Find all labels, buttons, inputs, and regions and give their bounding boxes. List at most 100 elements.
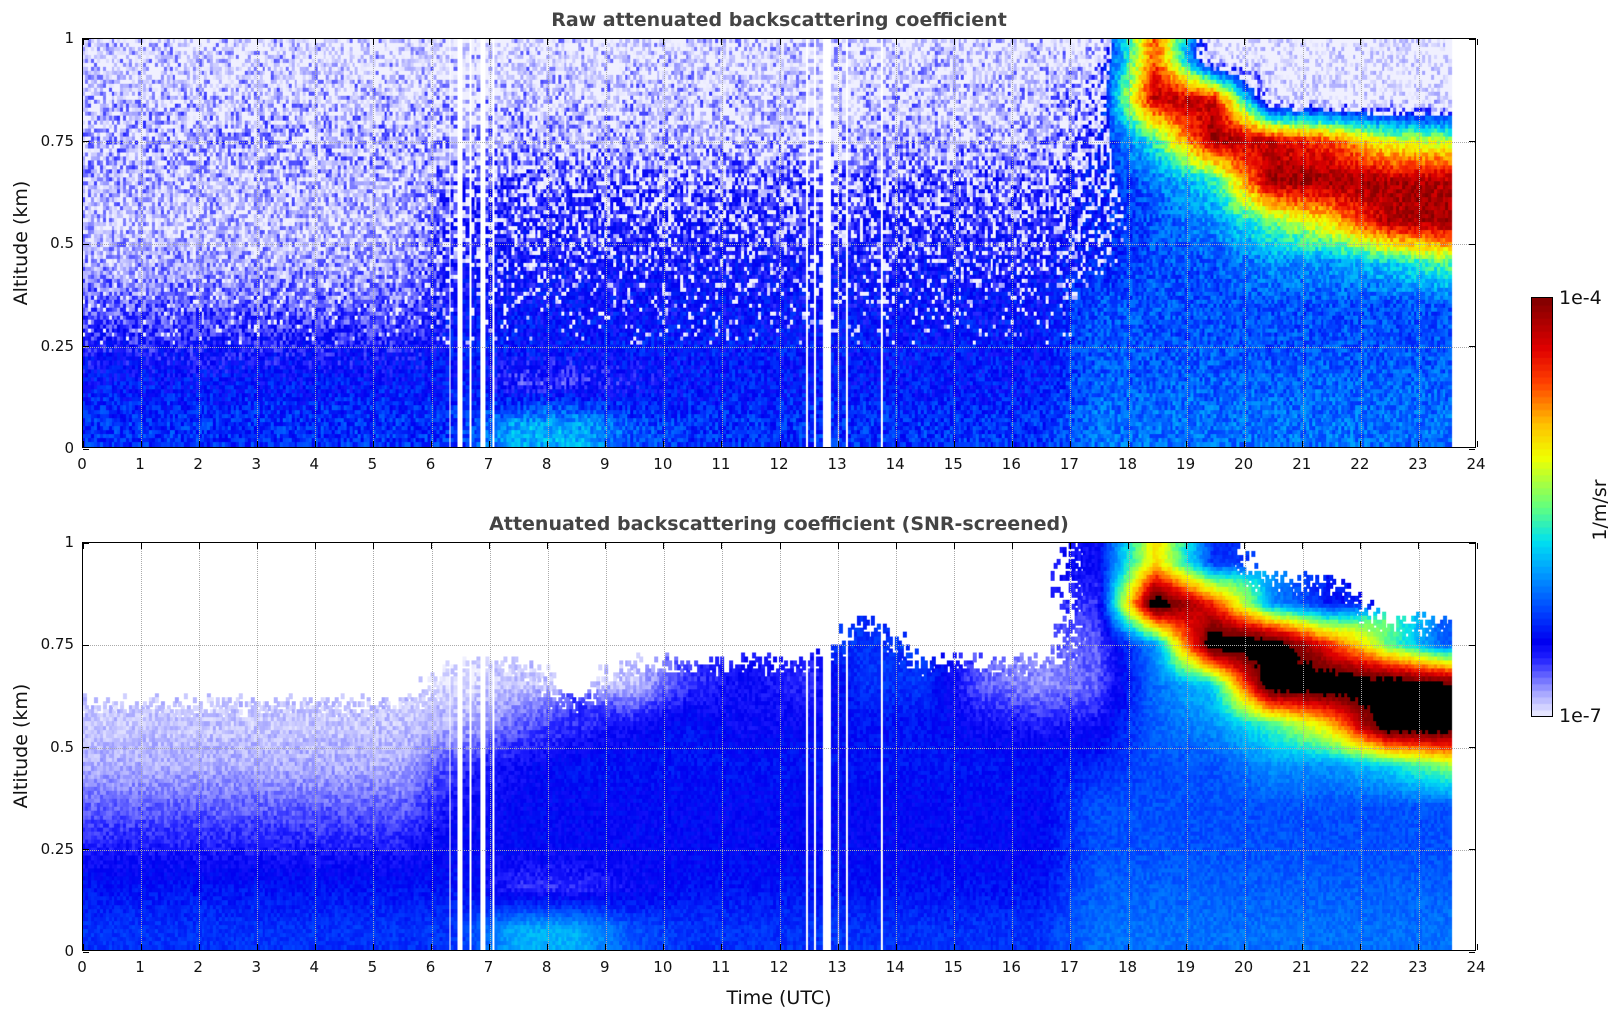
- x-tick-mark: [198, 944, 200, 950]
- gridline-x: [1244, 39, 1246, 447]
- x-tick-mark: [82, 441, 84, 447]
- x-tick-label: 8: [541, 958, 552, 976]
- x-tick-mark: [1360, 441, 1362, 447]
- x-tick-mark: [837, 441, 839, 447]
- x-tick-mark: [314, 441, 316, 447]
- gridline-x: [141, 543, 143, 950]
- x-tick-mark: [314, 543, 316, 549]
- x-tick-label: 9: [599, 958, 610, 976]
- gridline-x: [1360, 39, 1362, 447]
- x-tick-label: 20: [1234, 455, 1254, 473]
- x-tick-label: 6: [425, 455, 436, 473]
- gridline-x: [780, 543, 781, 950]
- x-tick-mark: [663, 944, 665, 950]
- x-tick-mark: [1128, 441, 1129, 447]
- x-tick-mark: [372, 944, 374, 950]
- y-tick-mark: [83, 346, 89, 347]
- x-tick-label: 7: [483, 455, 494, 473]
- x-tick-mark: [547, 944, 549, 950]
- gridline-y: [83, 747, 1475, 749]
- x-tick-mark: [489, 944, 491, 950]
- y-tick-mark: [83, 644, 89, 646]
- x-tick-mark: [953, 39, 955, 45]
- x-tick-mark: [1128, 944, 1129, 950]
- x-tick-label: 4: [309, 958, 320, 976]
- x-tick-mark: [895, 944, 897, 950]
- gridline-x: [1418, 543, 1420, 950]
- x-tick-label: 14: [885, 455, 905, 473]
- x-tick-mark: [140, 39, 142, 45]
- x-tick-mark: [256, 39, 258, 45]
- x-tick-mark: [663, 441, 665, 447]
- gridline-x: [1128, 543, 1130, 950]
- x-tick-label: 11: [711, 455, 731, 473]
- x-tick-mark: [82, 944, 84, 950]
- x-tick-mark: [779, 39, 781, 45]
- x-tick-mark: [256, 441, 258, 447]
- x-tick-label: 22: [1350, 958, 1370, 976]
- x-tick-label: 17: [1059, 958, 1079, 976]
- x-tick-mark: [431, 39, 432, 45]
- x-tick-label: 24: [1466, 455, 1486, 473]
- x-tick-label: 18: [1117, 455, 1138, 473]
- x-tick-mark: [1011, 944, 1013, 950]
- x-tick-mark: [547, 543, 549, 549]
- x-tick-mark: [1302, 944, 1304, 950]
- y-tick-mark: [83, 849, 89, 851]
- x-tick-mark: [1244, 441, 1246, 447]
- x-tick-mark: [1302, 543, 1304, 549]
- colorbar-max-label: 1e-4: [1559, 287, 1602, 309]
- x-tick-label: 19: [1176, 455, 1196, 473]
- gridline-x: [838, 543, 840, 950]
- gridline-x: [257, 543, 259, 950]
- gridline-x: [954, 39, 956, 447]
- x-tick-mark: [489, 39, 491, 45]
- y-tick-mark: [83, 141, 89, 142]
- gridline-x: [199, 543, 201, 950]
- x-tick-mark: [140, 944, 142, 950]
- x-tick-mark: [663, 543, 665, 549]
- gridline-x: [896, 39, 898, 447]
- x-tick-mark: [837, 39, 839, 45]
- x-tick-mark: [721, 543, 723, 549]
- y-tick-mark: [1469, 141, 1475, 142]
- y-tick-mark: [1469, 38, 1475, 40]
- x-tick-mark: [837, 543, 839, 549]
- x-tick-mark: [895, 441, 897, 447]
- y-tick-label: 0: [64, 439, 74, 457]
- x-tick-label: 11: [711, 958, 731, 976]
- gridline-y: [83, 645, 1475, 647]
- x-tick-label: 5: [367, 455, 378, 473]
- y-tick-mark: [83, 243, 89, 245]
- y-tick-mark: [1469, 346, 1475, 347]
- x-tick-label: 15: [943, 455, 963, 473]
- x-tick-label: 13: [827, 958, 847, 976]
- gridline-x: [721, 543, 723, 950]
- x-tick-mark: [721, 39, 723, 45]
- gridline-x: [780, 39, 781, 447]
- y-tick-label: 0.5: [50, 737, 74, 756]
- x-tick-mark: [431, 441, 432, 447]
- y-tick-mark: [1469, 951, 1475, 953]
- x-tick-label: 6: [425, 958, 436, 976]
- y-tick-label: 0.5: [50, 234, 74, 252]
- x-tick-mark: [779, 944, 781, 950]
- colorbar: [1531, 297, 1553, 717]
- y-tick-mark: [1469, 747, 1475, 748]
- x-tick-mark: [1069, 441, 1071, 447]
- snr-screened-backscatter-heatmap: [83, 543, 1475, 950]
- gridline-x: [896, 543, 898, 950]
- x-tick-mark: [1186, 441, 1188, 447]
- x-tick-mark: [140, 441, 142, 447]
- x-tick-mark: [779, 543, 781, 549]
- gridline-x: [1418, 39, 1420, 447]
- x-tick-mark: [1302, 39, 1304, 45]
- x-tick-label: 10: [653, 958, 673, 976]
- x-tick-mark: [1476, 944, 1478, 950]
- x-tick-label: 23: [1408, 958, 1428, 976]
- y-tick-mark: [1469, 542, 1475, 544]
- x-tick-mark: [605, 441, 607, 447]
- x-tick-mark: [489, 543, 491, 549]
- x-tick-mark: [256, 543, 258, 549]
- x-tick-mark: [953, 944, 955, 950]
